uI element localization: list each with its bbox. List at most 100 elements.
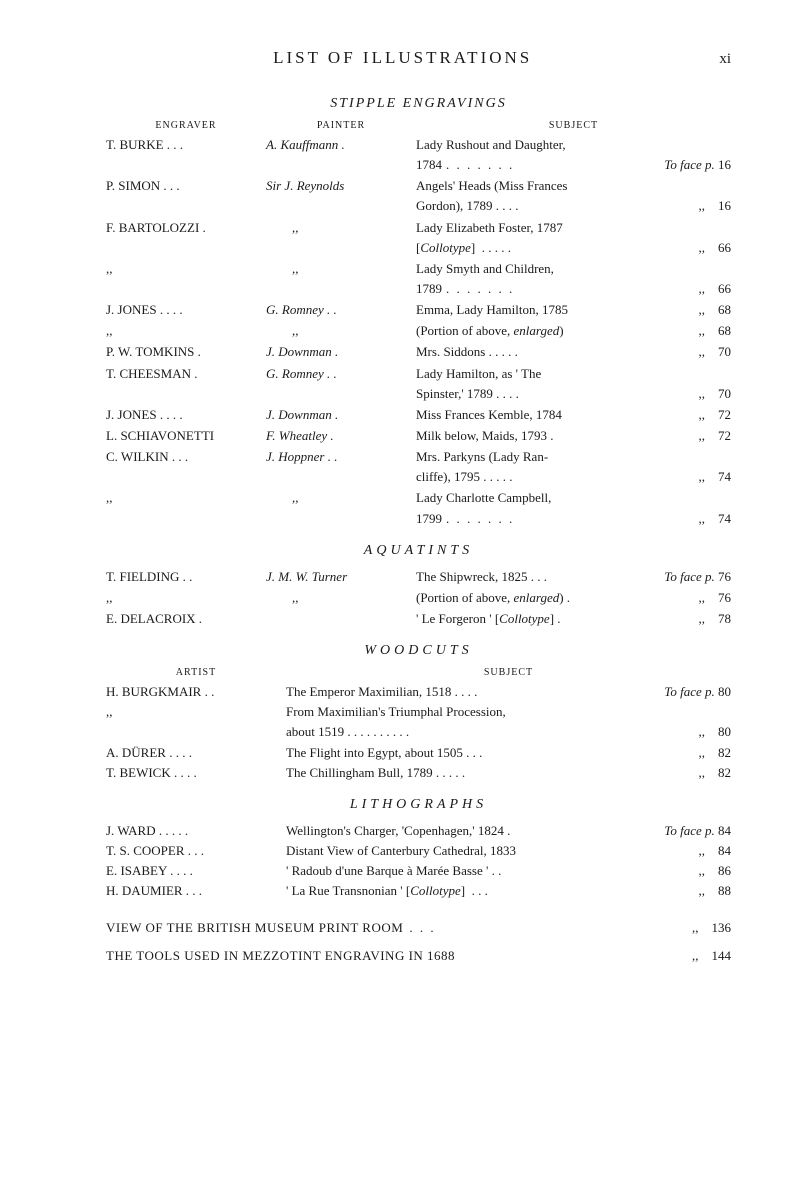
col-header-subject: SUBJECT (286, 667, 731, 678)
engraver: T. CHEESMAN . (106, 364, 266, 404)
subject-text: Mrs. Parkyns (Lady Ran- (416, 447, 548, 467)
table-row: J. JONES . . . . G. Romney . . Emma, Lad… (106, 300, 731, 320)
subject-text: Gordon), 1789 . . . . (416, 196, 519, 216)
painter: ,, (266, 259, 416, 299)
column-headers-woodcuts: ARTIST SUBJECT (106, 667, 731, 678)
engraver: J. JONES . . . . (106, 405, 266, 425)
stipple-rows: T. BURKE . . . A. Kauffmann . Lady Rusho… (106, 135, 731, 529)
subject-text: Lady Charlotte Campbell, (416, 488, 551, 508)
painter: ,, (266, 588, 416, 608)
page-ref: ,, 16 (631, 196, 731, 216)
subject-text: about 1519 . . . . . . . . . . (286, 722, 409, 742)
page-ref: To face p. 76 (631, 567, 731, 587)
artist: H. DAUMIER . . . (106, 881, 286, 901)
subject-text: Lady Rushout and Daughter, (416, 135, 566, 155)
page-ref: ,, 70 (631, 342, 731, 362)
engraver: ,, (106, 259, 266, 299)
page-ref: ,, 66 (631, 238, 731, 258)
table-row: T. BEWICK . . . . The Chillingham Bull, … (106, 763, 731, 783)
leader-dots: . . . . . . . (446, 155, 627, 175)
section-title-aquatints: AQUATINTS (106, 543, 731, 559)
subject: Emma, Lady Hamilton, 1785 ,, 68 (416, 300, 731, 320)
page-ref: ,, 144 (641, 945, 731, 967)
subject-text: ' Le Forgeron ' [Collotype] . (416, 609, 561, 629)
table-row: P. W. TOMKINS . J. Downman . Mrs. Siddon… (106, 342, 731, 362)
subject: Angels' Heads (Miss Frances Gordon), 178… (416, 176, 731, 216)
engraver: E. DELACROIX . (106, 609, 266, 629)
table-row: L. SCHIAVONETTI F. Wheatley . Milk below… (106, 426, 731, 446)
table-row: T. CHEESMAN . G. Romney . . Lady Hamilto… (106, 364, 731, 404)
artist: A. DÜRER . . . . (106, 743, 286, 763)
page-ref: ,, 76 (631, 588, 731, 608)
subject-text: Mrs. Siddons . . . . . (416, 342, 518, 362)
engraver: ,, (106, 488, 266, 528)
page-ref: ,, 82 (631, 743, 731, 763)
subject: (Portion of above, enlarged) . ,, 76 (416, 588, 731, 608)
page-ref: ,, 72 (631, 426, 731, 446)
engraver: P. W. TOMKINS . (106, 342, 266, 362)
engraver: J. JONES . . . . (106, 300, 266, 320)
painter: J. Downman . (266, 342, 416, 362)
painter: J. Downman . (266, 405, 416, 425)
footer-text: THE TOOLS USED IN MEZZOTINT ENGRAVING IN… (106, 945, 455, 967)
artist: J. WARD . . . . . (106, 821, 286, 841)
engraver: ,, (106, 588, 266, 608)
engraver: ,, (106, 321, 266, 341)
painter: J. M. W. Turner (266, 567, 416, 587)
table-row: T. BURKE . . . A. Kauffmann . Lady Rusho… (106, 135, 731, 175)
page-ref: ,, 74 (631, 509, 731, 529)
table-row: C. WILKIN . . . J. Hoppner . . Mrs. Park… (106, 447, 731, 487)
subject: ' La Rue Transnonian ' [Collotype] . . .… (286, 881, 731, 901)
subject-text: Distant View of Canterbury Cathedral, 18… (286, 841, 516, 861)
page-ref: ,, 86 (631, 861, 731, 881)
table-row: ,, From Maximilian's Triumphal Processio… (106, 702, 731, 742)
table-row: T. S. COOPER . . . Distant View of Cante… (106, 841, 731, 861)
subject: Lady Hamilton, as ' The Spinster,' 1789 … (416, 364, 731, 404)
subject-text: (Portion of above, enlarged) . (416, 588, 570, 608)
subject: Distant View of Canterbury Cathedral, 18… (286, 841, 731, 861)
page-ref: ,, 74 (631, 467, 731, 487)
subject-text: ' Radoub d'une Barque à Marée Basse ' . … (286, 861, 501, 881)
painter (266, 609, 416, 629)
table-row: H. DAUMIER . . . ' La Rue Transnonian ' … (106, 881, 731, 901)
page-title: LIST OF ILLUSTRATIONS (106, 48, 699, 68)
painter: Sir J. Reynolds (266, 176, 416, 216)
artist: E. ISABEY . . . . (106, 861, 286, 881)
artist: T. BEWICK . . . . (106, 763, 286, 783)
painter: G. Romney . . (266, 364, 416, 404)
engraver: F. BARTOLOZZI . (106, 218, 266, 258)
subject-text: The Emperor Maximilian, 1518 . . . . (286, 682, 477, 702)
subject-text: 1789 (416, 279, 442, 299)
page-ref: ,, 88 (631, 881, 731, 901)
woodcuts-rows: H. BURGKMAIR . . The Emperor Maximilian,… (106, 682, 731, 783)
subject-text: The Chillingham Bull, 1789 . . . . . (286, 763, 465, 783)
section-title-woodcuts: WOODCUTS (106, 643, 731, 659)
footer-line-1: VIEW OF THE BRITISH MUSEUM PRINT ROOM . … (106, 917, 731, 939)
painter: J. Hoppner . . (266, 447, 416, 487)
subject-text: Miss Frances Kemble, 1784 (416, 405, 562, 425)
engraver: T. FIELDING . . (106, 567, 266, 587)
page-ref: To face p. 16 (631, 155, 731, 175)
painter: ,, (266, 488, 416, 528)
table-row: E. ISABEY . . . . ' Radoub d'une Barque … (106, 861, 731, 881)
page-ref: ,, 72 (631, 405, 731, 425)
subject-text: Milk below, Maids, 1793 . (416, 426, 553, 446)
subject: Lady Charlotte Campbell, 1799 . . . . . … (416, 488, 731, 528)
subject-text: Angels' Heads (Miss Frances (416, 176, 567, 196)
subject: Mrs. Parkyns (Lady Ran- cliffe), 1795 . … (416, 447, 731, 487)
subject: Lady Smyth and Children, 1789 . . . . . … (416, 259, 731, 299)
painter: G. Romney . . (266, 300, 416, 320)
column-headers-stipple: ENGRAVER PAINTER SUBJECT (106, 120, 731, 131)
subject-text: The Flight into Egypt, about 1505 . . . (286, 743, 482, 763)
artist: H. BURGKMAIR . . (106, 682, 286, 702)
footer-line-2: THE TOOLS USED IN MEZZOTINT ENGRAVING IN… (106, 945, 731, 967)
table-row: ,, ,, (Portion of above, enlarged) ,, 68 (106, 321, 731, 341)
section-title-stipple: STIPPLE ENGRAVINGS (106, 96, 731, 112)
page-ref: To face p. 80 (631, 682, 731, 702)
painter: ,, (266, 321, 416, 341)
subject-text: Emma, Lady Hamilton, 1785 (416, 300, 568, 320)
table-row: H. BURGKMAIR . . The Emperor Maximilian,… (106, 682, 731, 702)
section-title-lithographs: LITHOGRAPHS (106, 797, 731, 813)
subject: (Portion of above, enlarged) ,, 68 (416, 321, 731, 341)
page-ref: To face p. 84 (631, 821, 731, 841)
